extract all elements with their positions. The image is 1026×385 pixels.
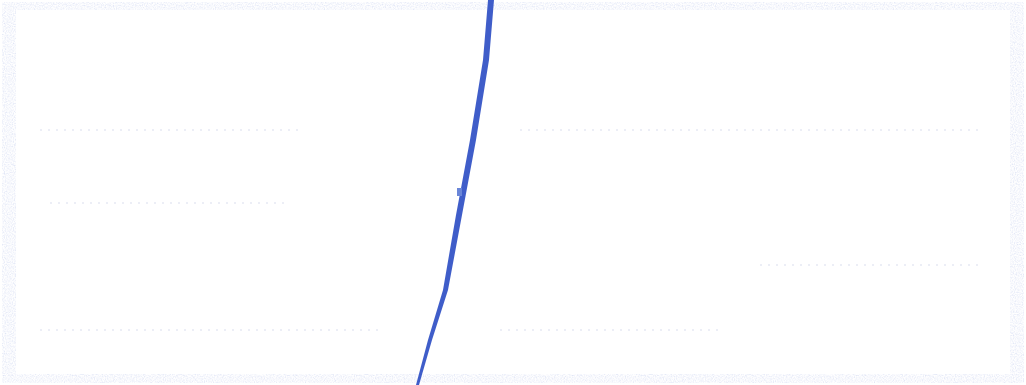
scan-canvas (0, 0, 1026, 385)
page: {} (0, 0, 1026, 385)
pen-blot (457, 188, 462, 196)
background (0, 0, 1026, 385)
